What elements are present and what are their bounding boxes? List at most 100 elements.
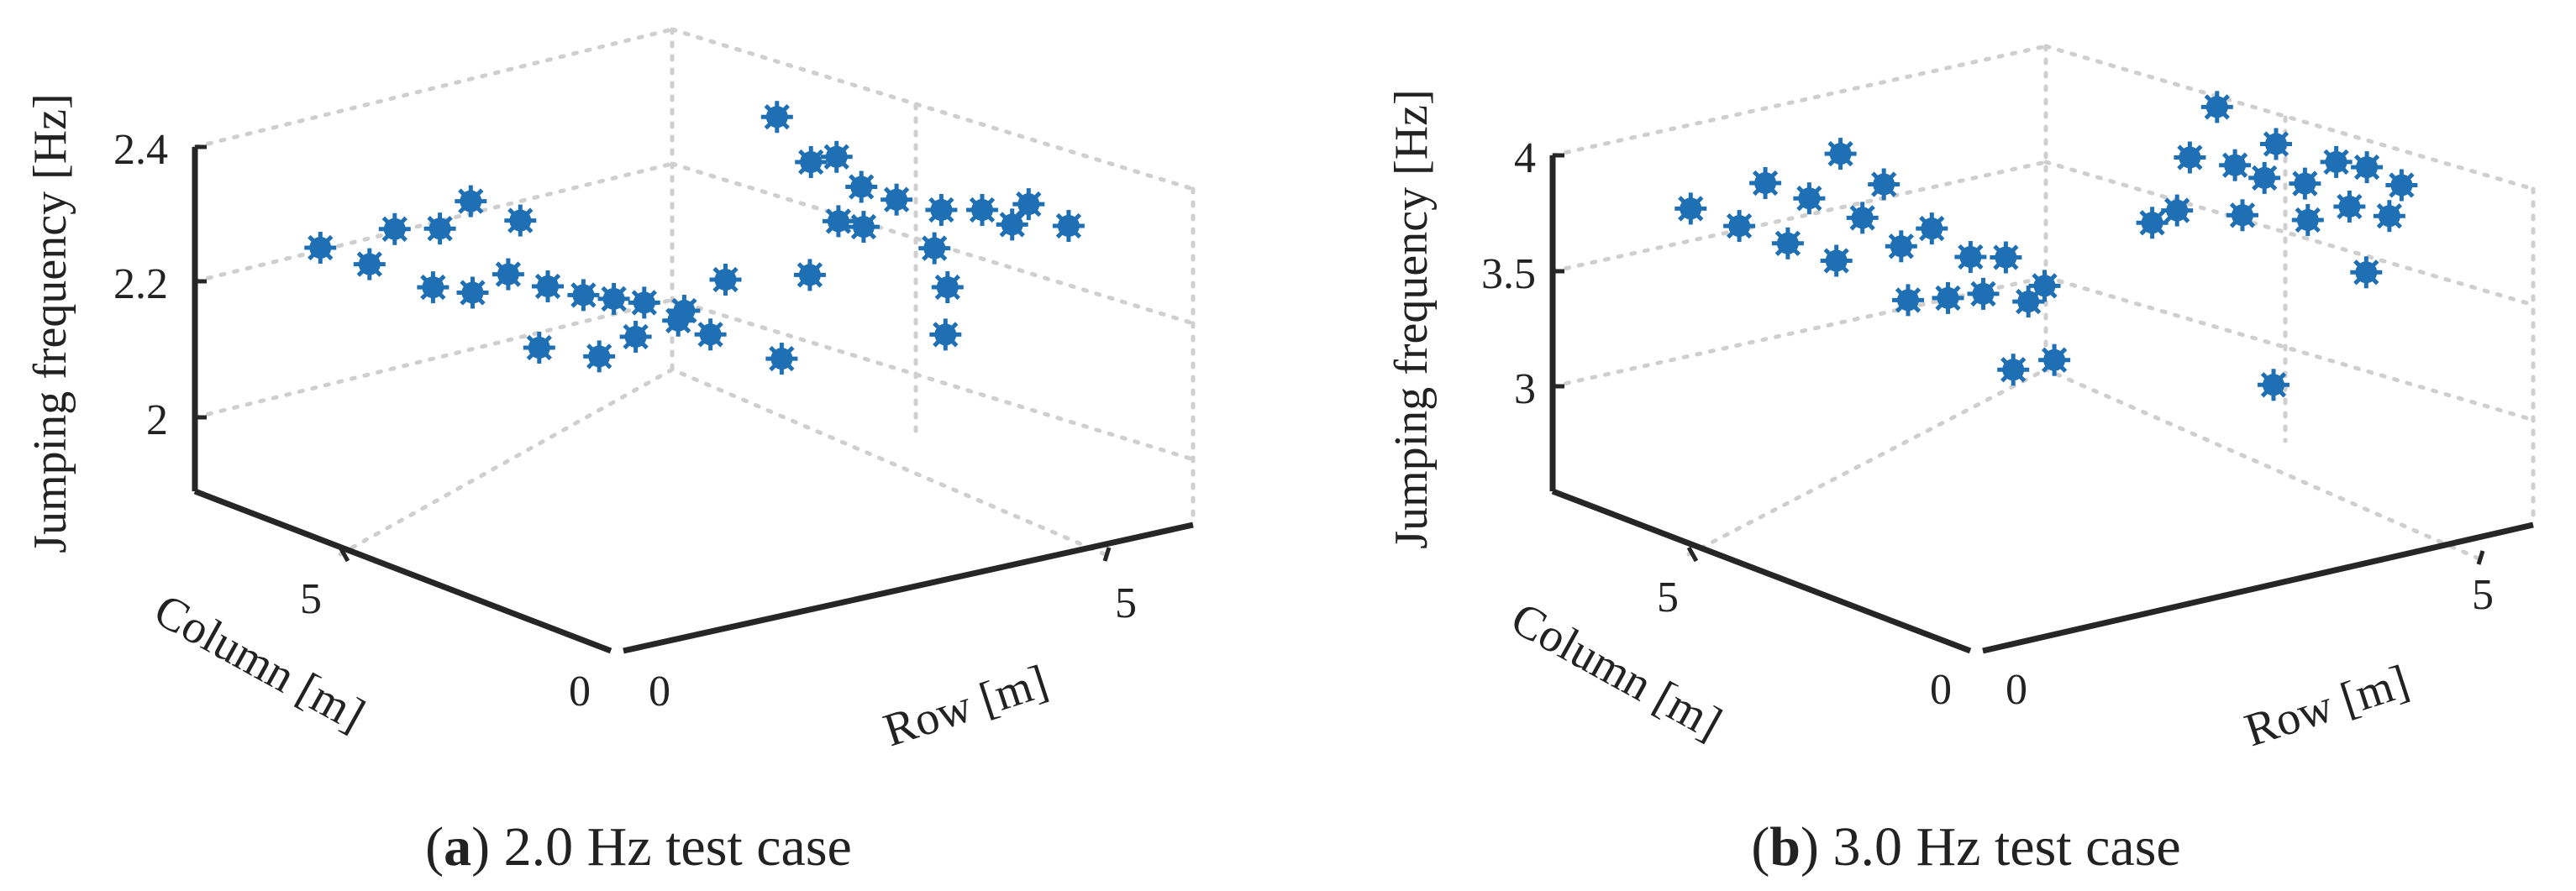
z-tick-label: 2.2 [113, 260, 168, 308]
data-point [2161, 194, 2194, 227]
grid-line [1550, 44, 2048, 158]
data-point [2136, 207, 2169, 239]
column-axis [193, 488, 612, 654]
panel-a-grid [192, 27, 1196, 557]
row-tick-label: 0 [2006, 666, 2027, 714]
column-axis-title: Column [m] [1502, 592, 1730, 750]
data-point [567, 279, 600, 312]
column-tick-mark [338, 546, 350, 563]
row-axis-title: Row [m] [2238, 655, 2415, 757]
z-tick-label: 3 [1514, 365, 1536, 413]
data-point [793, 259, 826, 291]
panel-b-title: ) 3.0 Hz test case [1801, 816, 2181, 878]
column-axis [1551, 488, 1972, 654]
grid-line [670, 27, 1196, 191]
data-point [2333, 191, 2366, 223]
data-point [1674, 192, 1707, 225]
panel-a: 2.4 2.2 2 5 0 0 5 Jumping frequency [Hz]… [24, 27, 1196, 878]
grid-line [2043, 367, 2481, 561]
data-point [532, 270, 564, 302]
grid-line [670, 367, 1107, 557]
data-point [1749, 167, 1782, 199]
column-tick-label: 0 [569, 668, 591, 715]
data-point [2028, 270, 2061, 302]
data-point [1997, 354, 2030, 386]
data-point [2200, 91, 2233, 123]
panel-a-letter: a [444, 816, 471, 878]
data-point [668, 295, 701, 327]
z-tick-label: 2 [146, 396, 168, 444]
data-point [1916, 212, 1948, 245]
z-tick-label: 2.4 [113, 126, 168, 174]
data-point [925, 194, 958, 226]
data-point [1868, 168, 1900, 201]
data-point [2289, 167, 2321, 200]
z-axis-title: Jumping frequency [Hz] [1385, 89, 1438, 548]
z-tick-label: 3.5 [1481, 250, 1536, 298]
data-point [929, 318, 962, 351]
data-point [1793, 182, 1826, 215]
grid-line [2043, 275, 2536, 422]
panel-a-markers [304, 101, 1085, 375]
data-point [2351, 151, 2384, 184]
column-axis-title: Column [m] [145, 584, 373, 742]
panel-b: 4 3.5 3 5 0 0 5 Jumping frequency [Hz] C… [1385, 44, 2536, 878]
data-point [2038, 343, 2071, 376]
data-point [523, 332, 555, 364]
data-point [597, 282, 630, 315]
data-point [583, 340, 616, 373]
data-point [2258, 369, 2289, 401]
row-tick-mark [1102, 547, 1112, 562]
data-point [1967, 277, 2000, 310]
data-point [353, 248, 386, 280]
data-point [845, 170, 878, 203]
grid-line [2043, 160, 2536, 307]
data-point [822, 205, 854, 238]
data-point [1723, 210, 1756, 243]
data-point [1932, 281, 1964, 314]
row-tick-label: 5 [1115, 579, 1137, 627]
data-point [918, 232, 951, 265]
data-point [504, 204, 537, 237]
panel-a-title: ) 2.0 Hz test case [471, 816, 852, 878]
data-point [1012, 188, 1045, 221]
row-axis [1982, 521, 2534, 654]
row-axis-title: Row [m] [877, 655, 1054, 757]
row-tick-mark [2476, 550, 2485, 565]
data-point [2320, 145, 2353, 178]
panel-a-caption: (a) 2.0 Hz test case [425, 816, 852, 878]
grid-line [1550, 160, 2048, 274]
grid-line [1550, 275, 2048, 389]
data-point [1892, 284, 1924, 317]
grid-line [2043, 44, 2536, 191]
data-point [1824, 138, 1857, 170]
data-point [931, 271, 964, 303]
data-point [2291, 204, 2324, 236]
column-tick-label: 5 [300, 575, 322, 623]
data-point [2350, 256, 2383, 289]
data-point [304, 232, 337, 264]
data-point [456, 276, 489, 309]
grid-line [1686, 367, 2048, 557]
data-point [2260, 128, 2292, 160]
data-point [760, 101, 793, 134]
column-tick-label: 0 [1930, 666, 1952, 714]
data-point [765, 343, 798, 375]
data-point [1954, 241, 1987, 273]
data-point [2174, 141, 2206, 174]
data-point [423, 212, 456, 245]
row-tick-label: 5 [2472, 571, 2494, 619]
data-point [2226, 199, 2258, 232]
grid-line [670, 297, 1196, 462]
data-point [2385, 169, 2418, 202]
data-point [1052, 210, 1085, 242]
data-point [1885, 230, 1917, 263]
panel-b-markers [1674, 91, 2418, 401]
row-tick-label: 0 [649, 668, 670, 715]
data-point [996, 208, 1028, 241]
data-point [694, 318, 727, 351]
data-point [619, 321, 652, 353]
panel-b-grid [1550, 44, 2536, 561]
data-point [966, 194, 998, 226]
